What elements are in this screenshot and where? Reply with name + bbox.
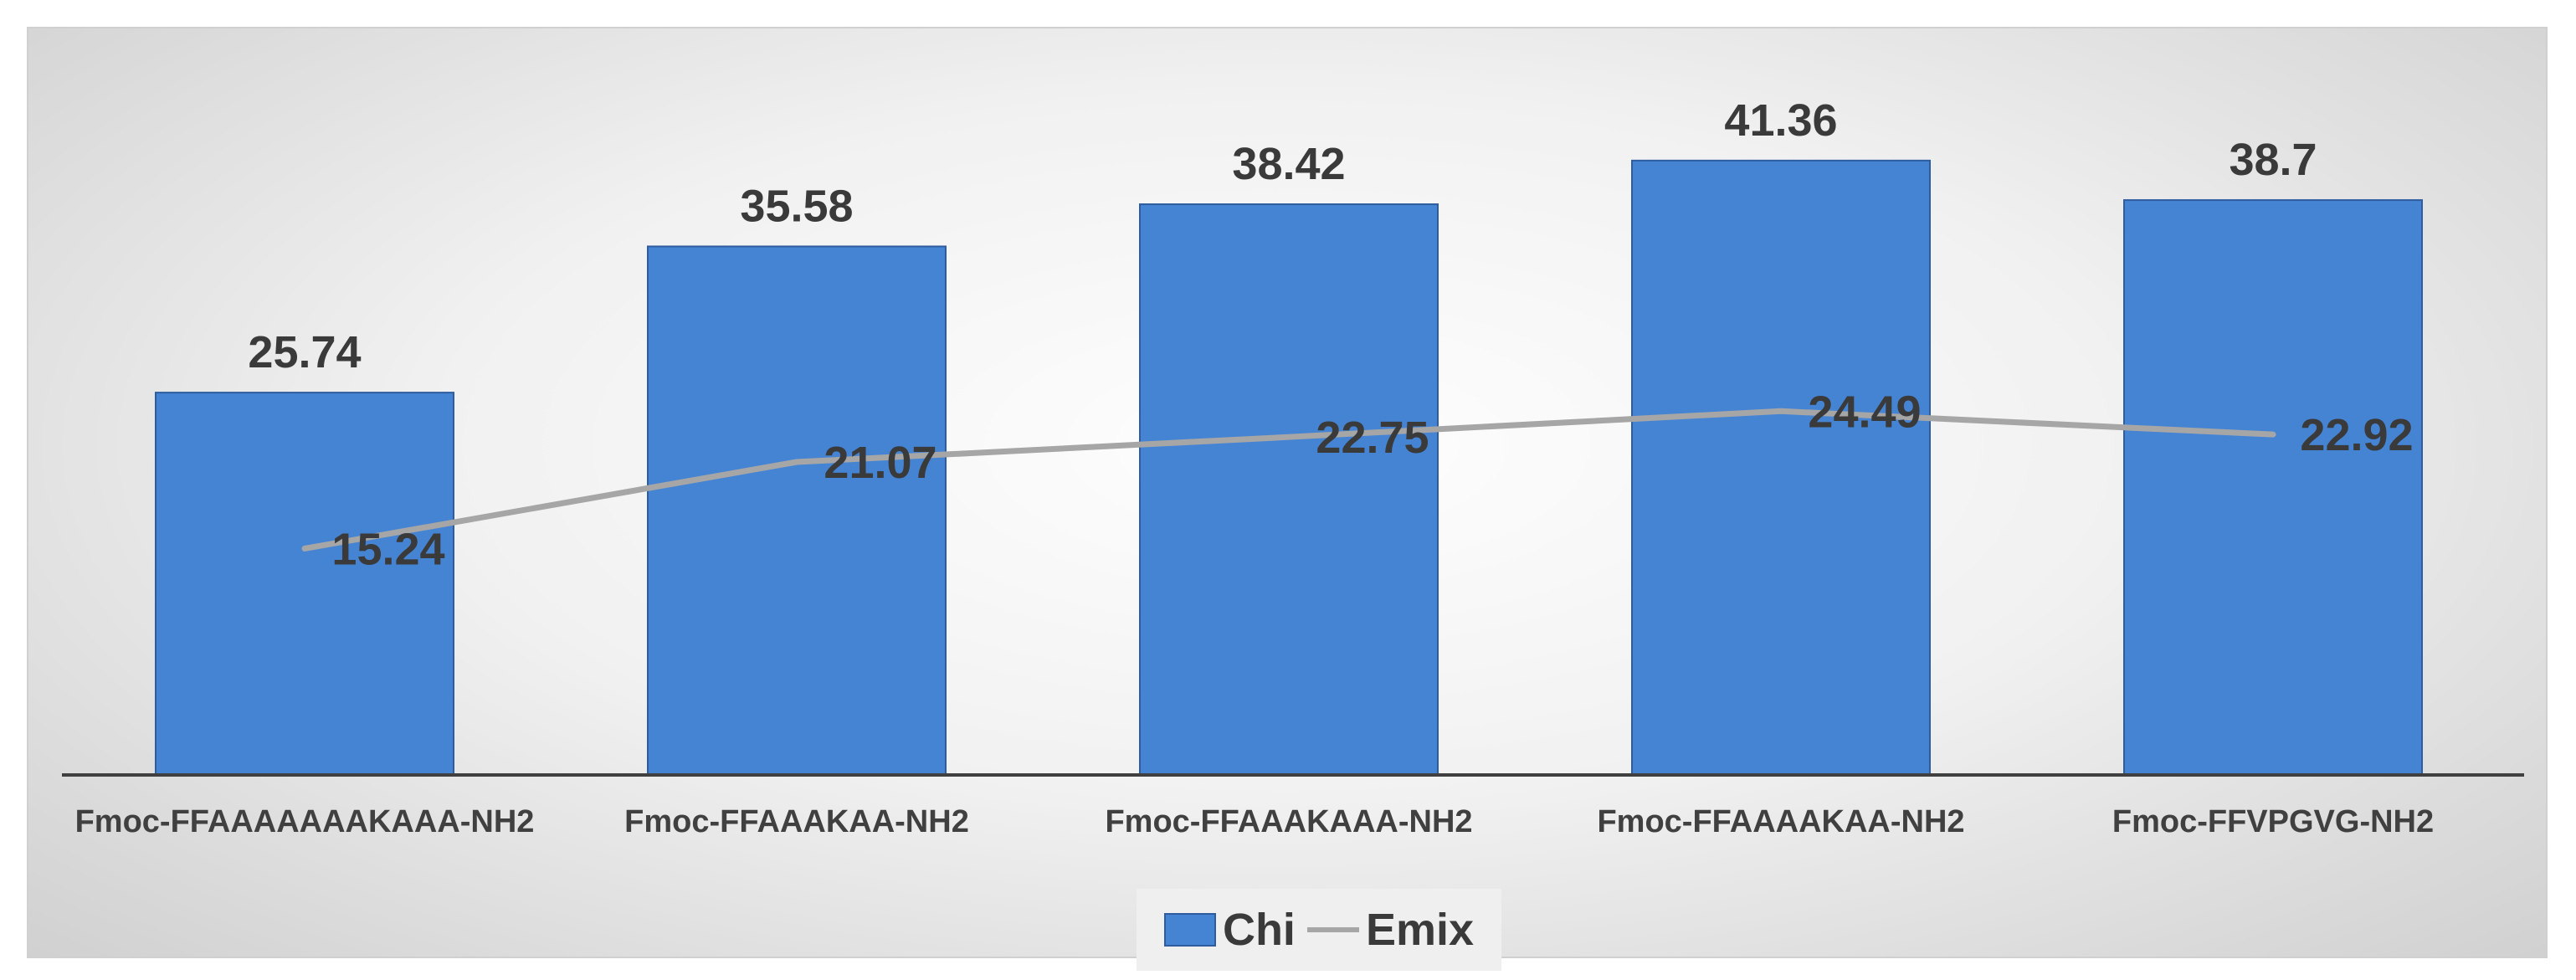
emix-value-label: 15.24: [331, 524, 444, 574]
x-tick-label: Fmoc-FFAAAAAAAKAAA-NH2: [75, 804, 535, 839]
emix-value-label: 22.75: [1316, 413, 1429, 463]
emix-point-2: [1288, 436, 1290, 439]
emix-point-4: [2272, 434, 2274, 436]
emix-point-1: [796, 461, 798, 464]
bar-value-label: 38.42: [1232, 139, 1345, 189]
emix-line-layer: [301, 408, 2276, 552]
bars-layer: [155, 159, 2423, 777]
emix-point-3: [1780, 410, 1782, 413]
x-tick-label: Fmoc-FFAAAKAA-NH2: [624, 804, 969, 839]
legend: Chi Emix: [1137, 889, 1501, 971]
bar-chi-2: [1139, 203, 1439, 777]
legend-swatch-chi: [1163, 913, 1216, 947]
bar-value-label: 38.7: [2229, 135, 2317, 185]
legend-swatch-emix: [1306, 927, 1359, 932]
x-tick-label: Fmoc-FFAAAKAAA-NH2: [1105, 804, 1472, 839]
labels-layer: 25.74 35.58 38.42 41.36 38.7 Fmoc-FFAAAAAAAKA…: [75, 95, 2435, 839]
bar-chi-1: [647, 245, 947, 776]
bar-chi-0: [155, 392, 454, 776]
bar-chi-4: [2123, 199, 2423, 776]
bar-value-label: 35.58: [740, 181, 853, 231]
emix-value-label: 21.07: [824, 438, 936, 488]
emix-point-0: [304, 547, 305, 550]
chart-area: 25.74 35.58 38.42 41.36 38.7 Fmoc-FFAAAAAAAKA…: [27, 27, 2548, 971]
legend-label-emix: Emix: [1365, 905, 1475, 955]
emix-value-label: 22.92: [2300, 410, 2413, 460]
legend-item-chi: Chi: [1163, 904, 1296, 956]
legend-item-emix: Emix: [1306, 904, 1475, 956]
chart-plot: 25.74 35.58 38.42 41.36 38.7 Fmoc-FFAAAAAAAKA…: [62, 95, 2524, 839]
x-tick-label: Fmoc-FFVPGVG-NH2: [2112, 804, 2434, 839]
emix-value-label: 24.49: [1808, 387, 1921, 437]
legend-label-chi: Chi: [1222, 905, 1296, 955]
x-tick-label: Fmoc-FFAAAAKAA-NH2: [1597, 804, 1964, 839]
bar-chi-3: [1631, 159, 1931, 777]
bar-value-label: 41.36: [1724, 95, 1837, 146]
bar-value-label: 25.74: [248, 327, 361, 377]
